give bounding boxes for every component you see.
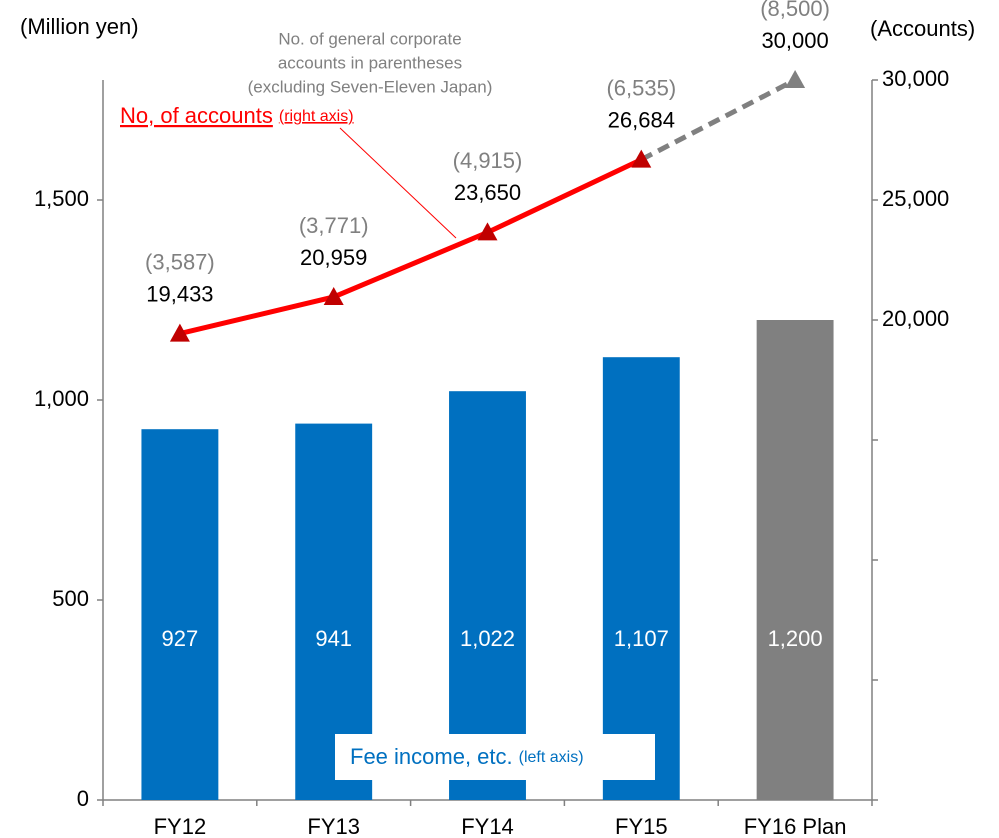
x-tick-label: FY15 xyxy=(615,814,668,838)
annotation: accounts in parentheses xyxy=(278,53,462,72)
x-tick-label: FY16 Plan xyxy=(744,814,847,838)
legend-note: (left axis) xyxy=(519,749,584,766)
bar-value-label: 1,022 xyxy=(460,626,515,651)
x-tick-label: FY14 xyxy=(461,814,514,838)
x-tick-label: FY13 xyxy=(307,814,360,838)
marker xyxy=(169,323,190,342)
leader-line xyxy=(339,127,457,239)
bar-value-label: 1,107 xyxy=(614,626,669,651)
plan-line xyxy=(640,77,797,162)
bar-legend: Fee income, etc. (left axis) xyxy=(350,744,584,769)
legend-name: Fee income, etc. xyxy=(350,744,513,769)
y2-tick-label: 20,000 xyxy=(882,306,949,331)
bar-value-label: 927 xyxy=(162,626,199,651)
marker xyxy=(323,286,344,305)
bar-value-label: 1,200 xyxy=(768,626,823,651)
y-tick-label: 500 xyxy=(52,586,89,611)
bar xyxy=(602,357,680,800)
line-value-label: 19,433 xyxy=(146,281,213,306)
legend-name: No, of accounts xyxy=(120,103,273,128)
line-legend: No, of accounts (right axis) xyxy=(120,103,354,128)
marker xyxy=(477,222,498,241)
general-accounts-label: (3,587) xyxy=(145,249,215,274)
y2-tick-label: 30,000 xyxy=(882,66,949,91)
general-accounts-label: (4,915) xyxy=(453,148,523,173)
general-accounts-label: (6,535) xyxy=(606,75,676,100)
bar xyxy=(449,391,526,800)
line xyxy=(179,157,643,337)
y2-tick-label: 25,000 xyxy=(882,186,949,211)
line-value-label: 30,000 xyxy=(761,28,828,53)
x-tick-label: FY12 xyxy=(154,814,207,838)
y-tick-label: 1,500 xyxy=(34,186,89,211)
line-value-label: 20,959 xyxy=(300,245,367,270)
bar xyxy=(756,320,834,800)
marker xyxy=(631,149,652,168)
y-axis-label: (Million yen) xyxy=(20,14,139,39)
line-value-label: 26,684 xyxy=(608,107,675,132)
line-value-label: 23,650 xyxy=(454,180,521,205)
y2-axis-label: (Accounts) xyxy=(870,16,975,41)
legend-note: (right axis) xyxy=(279,108,354,125)
y-tick-label: 0 xyxy=(77,786,89,811)
bar-value-label: 941 xyxy=(315,626,352,651)
annotation: (excluding Seven-Eleven Japan) xyxy=(248,77,493,96)
general-accounts-label: (8,500) xyxy=(760,0,830,21)
marker xyxy=(785,70,806,88)
legend-box xyxy=(335,734,655,780)
annotation: No. of general corporate xyxy=(278,29,461,48)
y-tick-label: 1,000 xyxy=(34,386,89,411)
general-accounts-label: (3,771) xyxy=(299,213,369,238)
bar xyxy=(141,429,219,800)
